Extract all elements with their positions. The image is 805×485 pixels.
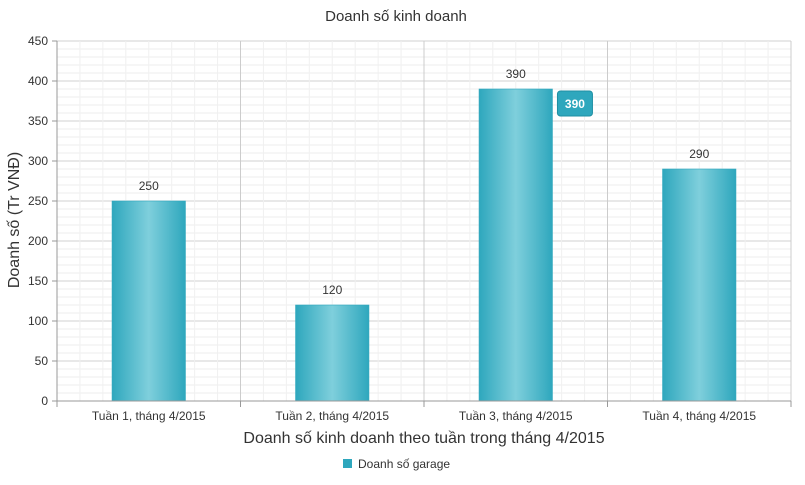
tooltip-box xyxy=(556,90,593,117)
data-label: 120 xyxy=(322,283,342,297)
bar[interactable] xyxy=(662,168,737,402)
data-label: 290 xyxy=(689,147,709,161)
y-tick-label: 350 xyxy=(28,114,48,128)
y-axis-title: Doanh số (Tr VNĐ) xyxy=(6,152,23,288)
y-tick-label: 300 xyxy=(28,154,48,168)
y-tick-label: 450 xyxy=(28,34,48,48)
axes: 0 50 100 150 200 250 300 350 400 450 Tuần 1, tháng… xyxy=(28,34,792,423)
legend-label[interactable]: Doanh số garage xyxy=(358,457,450,471)
legend-swatch[interactable] xyxy=(343,459,352,468)
x-tick-label: Tuần 1, tháng 4/2015 xyxy=(92,409,206,423)
bar[interactable] xyxy=(295,304,370,402)
y-tick-label: 150 xyxy=(28,274,48,288)
tooltip-value: 390 xyxy=(565,97,585,111)
x-tick-label: Tuần 3, tháng 4/2015 xyxy=(459,409,573,423)
bar[interactable] xyxy=(478,88,553,402)
y-tick-label: 400 xyxy=(28,74,48,88)
x-axis-title: Doanh số kinh doanh theo tuần trong thán… xyxy=(243,430,604,447)
chart-title: Doanh số kinh doanh xyxy=(325,8,467,25)
y-tick-label: 250 xyxy=(28,194,48,208)
bars: 250 120 390 290 xyxy=(111,67,737,402)
x-tick-label: Tuần 2, tháng 4/2015 xyxy=(275,409,389,423)
y-tick-label: 0 xyxy=(41,394,48,408)
y-tick-label: 100 xyxy=(28,314,48,328)
tooltip: 390 xyxy=(556,90,593,117)
bar[interactable] xyxy=(111,200,186,402)
y-tick-label: 200 xyxy=(28,234,48,248)
legend[interactable]: Doanh số garage xyxy=(343,457,450,471)
y-tick-label: 50 xyxy=(35,354,49,368)
data-label: 390 xyxy=(506,67,526,81)
x-tick-label: Tuần 4, tháng 4/2015 xyxy=(642,409,756,423)
data-label: 250 xyxy=(139,179,159,193)
